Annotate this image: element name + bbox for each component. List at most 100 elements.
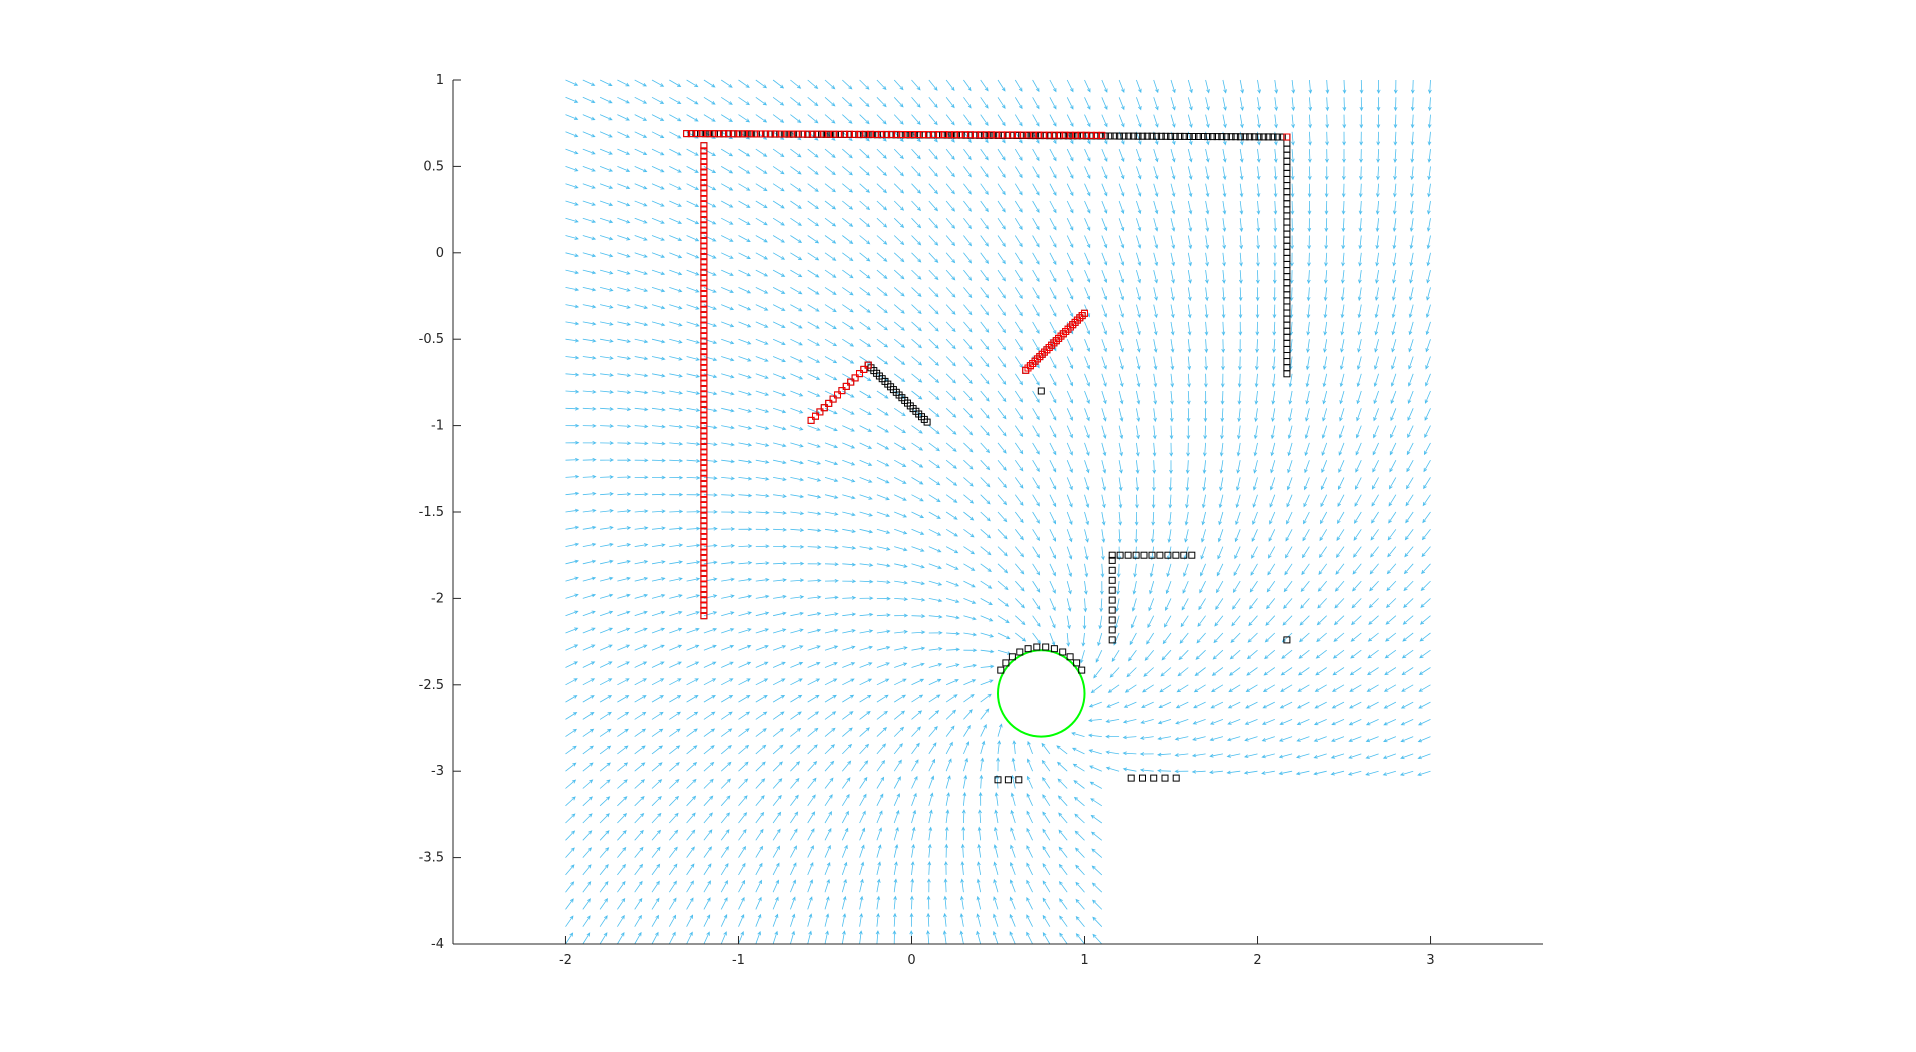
scan-point: [1213, 133, 1221, 141]
scan-point: [1066, 653, 1074, 661]
matched-point: [834, 391, 841, 399]
matched-point: [709, 130, 717, 138]
matched-point: [700, 226, 708, 234]
matched-point: [700, 231, 708, 239]
scan-point: [838, 387, 846, 395]
matched-point: [700, 321, 708, 329]
matched-point: [1033, 355, 1041, 363]
matched-point: [977, 131, 985, 139]
scan-point: [1153, 132, 1161, 140]
scan-point: [1015, 776, 1023, 784]
scan-point: [842, 382, 850, 390]
matched-point: [700, 564, 708, 572]
scan-point: [1124, 551, 1132, 559]
matched-point: [746, 130, 754, 138]
scan-point: [1283, 139, 1291, 147]
scan-point: [1218, 133, 1226, 141]
scan-point: [1101, 132, 1109, 140]
matched-point: [700, 295, 708, 303]
matched-point: [767, 130, 775, 138]
matched-point: [700, 432, 708, 440]
matched-point: [777, 130, 785, 138]
matched-point: [700, 496, 708, 503]
scan-point: [1108, 606, 1116, 614]
scan-point: [1227, 133, 1235, 141]
matched-point: [860, 365, 868, 373]
matched-point: [1045, 344, 1053, 351]
scan-point: [1188, 551, 1196, 559]
scan-point: [1283, 169, 1291, 177]
matched-point: [898, 131, 906, 138]
scan-point: [1283, 145, 1291, 153]
matched-point: [1051, 131, 1058, 139]
matched-point: [919, 131, 927, 139]
matched-point: [700, 348, 708, 356]
matched-point: [700, 305, 708, 313]
matched-point: [700, 522, 708, 530]
scan-point: [1129, 132, 1137, 140]
matched-point: [700, 147, 708, 155]
scan-point: [1255, 133, 1263, 141]
scan-point: [1283, 194, 1291, 202]
matched-point: [847, 378, 855, 386]
matched-point: [888, 130, 896, 138]
scan-point: [1283, 163, 1291, 171]
matched-point: [856, 370, 863, 378]
matched-point: [700, 284, 708, 292]
scan-point: [1283, 188, 1291, 196]
matched-point: [700, 210, 708, 218]
matched-point: [700, 453, 708, 461]
matched-point: [1029, 360, 1037, 367]
scan-point: [1108, 626, 1116, 634]
scan-point: [1283, 200, 1291, 208]
y-tick-label: -4: [431, 937, 444, 952]
matched-point: [700, 342, 708, 350]
scan-point: [1278, 133, 1286, 141]
scan-point: [1283, 315, 1291, 323]
scan-point: [1180, 551, 1188, 559]
scan-point: [1204, 133, 1212, 141]
y-tick-label: 0.5: [423, 159, 444, 174]
robot-circle: [997, 649, 1086, 738]
matched-point: [1043, 346, 1051, 354]
scan-point: [1073, 659, 1081, 667]
x-tick-label: -2: [559, 953, 572, 968]
matched-point: [700, 152, 708, 160]
matched-point: [812, 412, 819, 420]
matched-point: [688, 130, 696, 138]
matched-point: [1048, 341, 1056, 349]
y-tick-label: 0: [436, 246, 444, 261]
matched-point: [820, 404, 828, 412]
matched-point: [972, 131, 980, 139]
matched-point: [700, 464, 708, 472]
matched-point: [700, 200, 708, 208]
matched-point: [842, 382, 850, 390]
scan-point: [1283, 358, 1291, 366]
matched-point: [993, 131, 1001, 139]
scan-point: [1185, 133, 1193, 140]
scan-point: [1108, 566, 1116, 574]
matched-point: [700, 216, 708, 224]
matched-points: [683, 130, 1291, 620]
matched-point: [700, 364, 708, 371]
matched-point: [1071, 318, 1079, 326]
matched-point: [825, 130, 832, 138]
matched-point: [700, 527, 708, 535]
matched-point: [846, 130, 853, 138]
matched-point: [1026, 362, 1034, 370]
matched-point: [700, 427, 708, 435]
matched-point: [1019, 131, 1027, 139]
scan-point: [1115, 132, 1123, 140]
y-tick-label: -3.5: [419, 851, 444, 866]
scan-point: [1164, 551, 1172, 559]
matched-point: [914, 131, 922, 138]
matched-point: [1030, 131, 1037, 139]
matched-point: [700, 242, 708, 250]
scan-point: [1283, 339, 1291, 347]
scan-point: [1283, 248, 1291, 256]
matched-point: [700, 554, 708, 562]
matched-point: [956, 131, 964, 139]
robot-layer: [997, 649, 1086, 738]
matched-point: [730, 130, 738, 138]
matched-point: [793, 130, 801, 138]
